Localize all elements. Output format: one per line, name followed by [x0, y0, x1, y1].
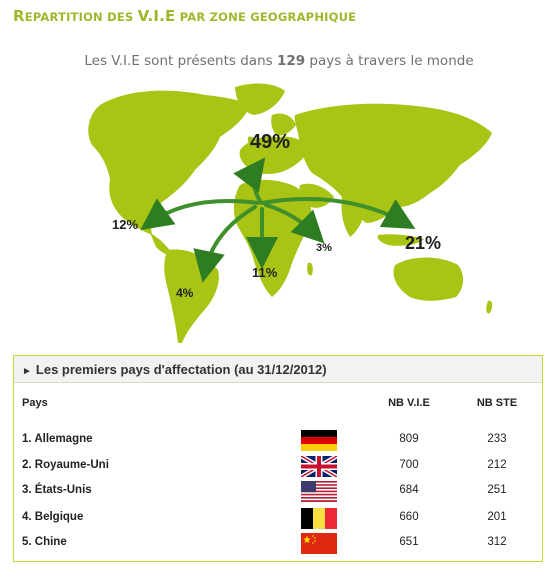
table-row: 1. Allemagne 809 233 — [14, 429, 542, 451]
panel-heading: ► Les premiers pays d'affectation (au 31/… — [14, 356, 542, 383]
arrow-to-north-america — [140, 198, 260, 231]
column-header-country: Pays — [22, 397, 48, 409]
column-header-ste: NB STE — [476, 397, 518, 409]
arrow-to-asia — [260, 197, 416, 229]
vie-count: 700 — [399, 459, 419, 471]
arrow-to-middle-east — [264, 203, 325, 244]
page-title: REPARTITION DES V.I.E PAR ZONE GEOGRAPHI… — [13, 7, 357, 25]
country-name: 5. Chine — [22, 536, 67, 548]
uk-flag-icon — [301, 456, 337, 477]
north-america-shape — [88, 90, 250, 236]
asia-shape — [294, 103, 492, 223]
central-america-shape — [150, 233, 172, 255]
country-name: 1. Allemagne — [22, 433, 93, 445]
table-row: 5. Chine 651 312 — [14, 532, 542, 554]
indonesia-shape — [377, 234, 424, 246]
table-row: 3. États-Unis 684 251 — [14, 480, 542, 502]
ste-count: 212 — [487, 459, 507, 471]
arrow-to-south-america — [193, 205, 257, 283]
australia-shape — [393, 257, 464, 301]
ste-count: 201 — [487, 511, 507, 523]
germany-flag-icon — [301, 430, 337, 451]
column-header-vie: NB V.I.E — [388, 397, 430, 409]
ste-count: 251 — [487, 484, 507, 496]
play-arrow-icon: ► — [22, 366, 32, 377]
label-asia-pct: 21% — [405, 233, 442, 253]
ste-count: 233 — [487, 433, 507, 445]
country-name: 3. États-Unis — [22, 484, 92, 496]
china-flag-icon — [301, 533, 337, 554]
arabia-shape — [299, 183, 334, 208]
vie-count: 809 — [399, 433, 419, 445]
greenland-shape — [235, 83, 285, 115]
world-map-graphic — [88, 83, 493, 343]
vie-count: 684 — [399, 484, 419, 496]
world-map: 49% 21% 12% 11% 4% 3% — [0, 75, 558, 345]
label-north-america-pct: 12% — [112, 217, 139, 232]
label-africa-pct: 11% — [252, 265, 278, 280]
label-europe-pct: 49% — [250, 131, 291, 153]
ste-count: 312 — [487, 536, 507, 548]
vie-count: 651 — [399, 536, 419, 548]
vie-count: 660 — [399, 511, 419, 523]
flow-arrows — [140, 157, 416, 283]
scandinavia-shape — [271, 113, 296, 136]
uk-shape — [247, 136, 256, 146]
country-name: 2. Royaume-Uni — [22, 459, 109, 471]
top-countries-panel: ► Les premiers pays d'affectation (au 31/… — [13, 355, 543, 562]
table-row: 4. Belgique 660 201 — [14, 507, 542, 529]
country-name: 4. Belgique — [22, 511, 84, 523]
usa-flag-icon — [301, 481, 337, 502]
arrow-to-europe — [233, 157, 266, 203]
label-middle-east-pct: 3% — [316, 242, 332, 254]
new-zealand-shape — [486, 300, 493, 314]
table-row: 2. Royaume-Uni 700 212 — [14, 455, 542, 477]
belgium-flag-icon — [301, 508, 337, 529]
panel-heading-text: Les premiers pays d'affectation (au 31/1… — [35, 362, 327, 377]
subtitle: Les V.I.E sont présents dans 129 pays à … — [84, 53, 474, 69]
label-south-america-pct: 4% — [176, 286, 194, 300]
japan-shape — [439, 156, 448, 173]
madagascar-shape — [307, 262, 313, 276]
